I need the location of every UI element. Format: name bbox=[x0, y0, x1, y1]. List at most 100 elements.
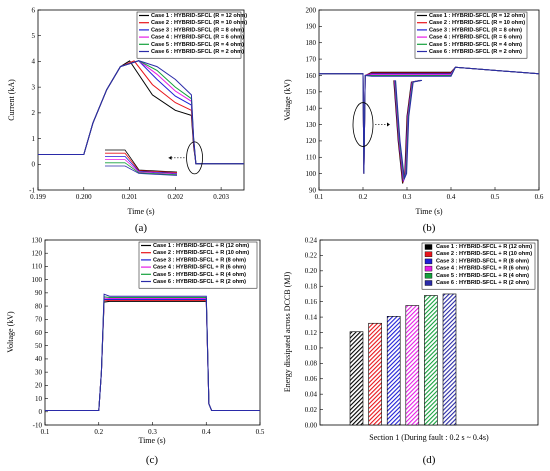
y-tick-label: 170 bbox=[306, 55, 317, 63]
legend-swatch bbox=[424, 251, 433, 257]
y-tick-label: 80 bbox=[35, 302, 43, 310]
y-tick-label: 0.22 bbox=[305, 252, 318, 260]
y-tick-label: 2 bbox=[32, 109, 36, 117]
series-line-3 bbox=[319, 66, 540, 174]
inset-dip-line-6 bbox=[395, 79, 423, 181]
y-tick-label: -10 bbox=[33, 421, 43, 429]
panel-d-ticks: 0.00 0.02 0.04 0.06 0.08 0.10 0.12 0.14 0.16 0.18… bbox=[305, 236, 323, 429]
y-tick-label: 0.04 bbox=[305, 390, 318, 398]
legend-swatch bbox=[424, 273, 433, 279]
legend-label: Case 5 : HYBRID-SFCL + R (4 ohm) bbox=[436, 273, 529, 279]
panel-b-plot-frame bbox=[318, 9, 540, 191]
y-tick-label: 3 bbox=[32, 83, 36, 91]
y-tick-label: 120 bbox=[306, 137, 317, 145]
zoom-arrowhead bbox=[387, 122, 390, 127]
x-tick-label: 0.200 bbox=[76, 193, 92, 201]
legend-box bbox=[136, 11, 242, 59]
panel-a-series bbox=[38, 60, 244, 165]
y-tick-label: 10 bbox=[35, 395, 43, 403]
zoom-ellipse bbox=[186, 141, 203, 175]
x-tick-label: 0.203 bbox=[213, 193, 229, 201]
panel-c-ylabel: Voltage (kV) bbox=[6, 311, 15, 353]
y-tick-label: 100 bbox=[306, 170, 317, 178]
zoom-arrowhead bbox=[168, 155, 172, 160]
legend-label: Case 2 : HYBRID-SFCL + R (10 ohm) bbox=[153, 250, 249, 256]
legend-label: Case 6 : HYBRID-SFCL + R (2 ohm) bbox=[436, 280, 529, 286]
y-tick-label: 5 bbox=[32, 32, 36, 40]
y-tick-label: 4 bbox=[32, 58, 36, 66]
inset-line-6 bbox=[105, 165, 178, 176]
panel-b-xlabel: Time (s) bbox=[415, 207, 442, 216]
legend-label: Case 5 : HYBRID-SFCL (R = 4 ohm) bbox=[429, 42, 522, 48]
series-line-2 bbox=[45, 299, 260, 411]
legend-label: Case 4 : HYBRID-SFCL (R = 6 ohm) bbox=[151, 35, 244, 41]
legend-label: Case 2 : HYBRID-SFCL (R = 10 ohm) bbox=[151, 20, 247, 26]
series-line-6 bbox=[38, 60, 244, 165]
bar-case-2 bbox=[368, 322, 382, 426]
legend-label: Case 3 : HYBRID-SFCL + R (8 ohm) bbox=[436, 258, 529, 264]
panel-c-legend: Case 1 : HYBRID-SFCL + R (12 ohm)Case 2 … bbox=[138, 241, 258, 289]
series-line-5 bbox=[38, 60, 244, 165]
legend-label: Case 3 : HYBRID-SFCL (R = 8 ohm) bbox=[151, 27, 244, 33]
series-line-4 bbox=[45, 297, 260, 411]
y-tick-label: 0.10 bbox=[305, 344, 318, 352]
panel-a-ticks: 0.199 0.200 0.201 0.202 0.203 -1 0 1 2 3 4 5 6 bbox=[29, 6, 229, 201]
panel-d: 0.00 0.02 0.04 0.06 0.08 0.10 0.12 0.14 0.16 0.18… bbox=[283, 236, 539, 466]
y-tick-label: 90 bbox=[35, 289, 43, 297]
y-tick-label: 0.24 bbox=[305, 236, 318, 244]
y-tick-label: 150 bbox=[306, 88, 317, 96]
y-tick-label: 70 bbox=[35, 316, 43, 324]
y-tick-label: 6 bbox=[32, 6, 36, 14]
series-line-6 bbox=[45, 293, 260, 411]
y-tick-label: 0.12 bbox=[305, 329, 318, 337]
legend-swatch bbox=[424, 258, 433, 265]
y-tick-label: 120 bbox=[32, 250, 43, 258]
x-tick-label: 0.202 bbox=[167, 193, 183, 201]
y-tick-label: 90 bbox=[309, 186, 317, 194]
y-tick-label: 0.20 bbox=[305, 267, 318, 275]
y-tick-label: 0 bbox=[32, 161, 36, 169]
legend-label: Case 1 : HYBRID-SFCL (R = 12 ohm) bbox=[151, 13, 247, 19]
panel-a-ylabel: Current (kA) bbox=[7, 79, 16, 121]
legend-label: Case 3 : HYBRID-SFCL (R = 8 ohm) bbox=[429, 27, 522, 33]
legend-box bbox=[421, 242, 536, 290]
inset-line-1 bbox=[105, 149, 178, 173]
inset-line-3 bbox=[105, 155, 178, 174]
legend-label: Case 6 : HYBRID-SFCL (R = 2 ohm) bbox=[151, 49, 244, 55]
series-line-1 bbox=[45, 300, 260, 411]
panel-d-ylabel: Energy dissipated across DCCB (MJ) bbox=[283, 272, 292, 393]
legend-label: Case 5 : HYBRID-SFCL + R (4 ohm) bbox=[153, 272, 246, 278]
legend-box bbox=[138, 241, 258, 289]
series-line-6 bbox=[319, 66, 540, 174]
y-tick-label: 160 bbox=[306, 72, 317, 80]
panel-a-xlabel: Time (s) bbox=[127, 207, 154, 216]
panel-d-xlabel: Section 1 (During fault : 0.2 s ~ 0.4s) bbox=[369, 433, 489, 442]
y-tick-label: 180 bbox=[306, 39, 317, 47]
y-tick-label: 30 bbox=[35, 368, 43, 376]
x-tick-label: 0.1 bbox=[41, 428, 50, 436]
x-tick-label: 0.5 bbox=[491, 193, 500, 201]
legend-label: Case 2 : HYBRID-SFCL + R (10 ohm) bbox=[436, 251, 532, 257]
bar-case-6 bbox=[442, 293, 457, 426]
y-tick-label: 110 bbox=[32, 263, 43, 271]
y-tick-label: 110 bbox=[306, 154, 317, 162]
bar-case-1 bbox=[349, 331, 364, 426]
panel-a-legend: Case 1 : HYBRID-SFCL (R = 12 ohm)Case 2 … bbox=[136, 11, 247, 59]
legend-swatch bbox=[424, 280, 433, 286]
panel-c-xlabel: Time (s) bbox=[138, 436, 165, 445]
x-tick-label: 0.2 bbox=[94, 428, 103, 436]
panel-b-caption: (b) bbox=[423, 222, 436, 234]
zoom-ellipse bbox=[352, 102, 374, 147]
legend-box bbox=[414, 11, 528, 59]
series-line-1 bbox=[38, 60, 244, 165]
series-line-5 bbox=[45, 296, 260, 411]
y-tick-label: 0.18 bbox=[305, 283, 318, 291]
series-line-3 bbox=[38, 60, 244, 165]
panel-d-caption: (d) bbox=[423, 454, 436, 466]
series-line-2 bbox=[38, 60, 244, 165]
panel-d-bars bbox=[349, 293, 457, 426]
y-tick-label: 40 bbox=[35, 355, 43, 363]
y-tick-label: 200 bbox=[306, 6, 317, 14]
bar-case-4 bbox=[405, 305, 420, 426]
panel-b: 0.1 0.2 0.3 0.4 0.5 0.6 90 100 110 120 130 140 150 16… bbox=[283, 6, 544, 234]
